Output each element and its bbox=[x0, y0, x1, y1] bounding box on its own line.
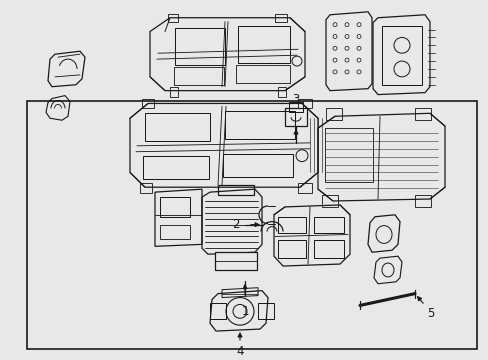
Bar bbox=[414, 108, 430, 120]
Bar bbox=[145, 113, 209, 141]
Bar bbox=[325, 108, 341, 120]
Bar bbox=[313, 240, 343, 258]
Bar bbox=[174, 67, 224, 85]
Bar bbox=[140, 183, 152, 193]
Bar bbox=[218, 185, 253, 195]
Bar bbox=[274, 14, 286, 22]
Bar bbox=[238, 26, 289, 63]
Text: 2: 2 bbox=[232, 218, 240, 231]
Bar bbox=[278, 240, 305, 258]
Bar bbox=[27, 101, 476, 349]
Bar bbox=[223, 154, 292, 177]
Text: 4: 4 bbox=[236, 345, 243, 358]
Bar bbox=[142, 156, 208, 179]
Bar bbox=[168, 14, 178, 22]
Text: 5: 5 bbox=[426, 307, 433, 320]
Bar bbox=[258, 303, 273, 319]
Bar bbox=[288, 103, 303, 112]
Bar bbox=[285, 108, 306, 126]
Bar bbox=[224, 111, 294, 139]
Bar bbox=[160, 197, 190, 217]
Bar bbox=[236, 65, 289, 83]
Bar bbox=[297, 99, 311, 108]
Bar bbox=[142, 99, 154, 108]
Bar bbox=[278, 87, 285, 96]
Text: 1: 1 bbox=[241, 305, 248, 319]
Bar bbox=[381, 26, 421, 85]
Text: 3: 3 bbox=[292, 93, 299, 107]
Bar bbox=[321, 195, 337, 207]
Bar bbox=[278, 217, 305, 233]
Bar bbox=[160, 225, 190, 239]
Bar bbox=[215, 252, 257, 270]
Bar bbox=[313, 217, 343, 233]
Bar bbox=[414, 195, 430, 207]
Bar bbox=[209, 303, 225, 319]
Bar bbox=[175, 28, 224, 65]
Bar bbox=[297, 183, 311, 193]
Bar bbox=[170, 87, 178, 96]
Bar bbox=[325, 128, 372, 182]
